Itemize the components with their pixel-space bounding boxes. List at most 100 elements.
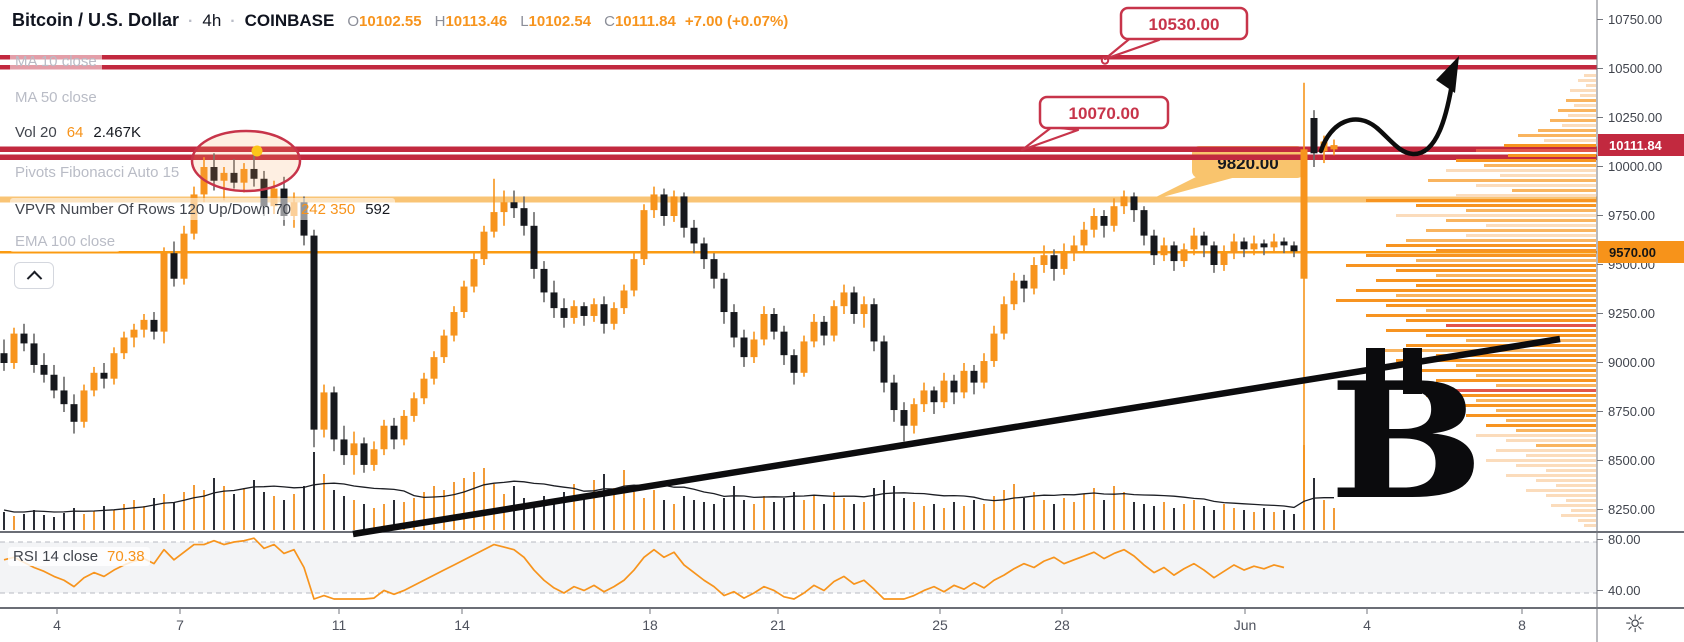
price-tick-label[interactable]: 9250.00	[1597, 306, 1655, 321]
vpvr-bar	[1456, 389, 1596, 392]
volume-bar	[673, 504, 675, 530]
legend-volume[interactable]: Vol 20 64 2.467K	[10, 121, 146, 143]
volume-bar	[733, 486, 735, 530]
poc-price-callout[interactable]: 9820.00	[1148, 146, 1304, 201]
legend-volume-value: 64	[66, 123, 84, 141]
volume-bar	[1333, 508, 1335, 530]
candle-body	[1120, 196, 1128, 207]
projection-arrow-head	[1436, 56, 1459, 93]
volume-bar	[303, 486, 305, 530]
rsi-legend-title[interactable]: RSI 14 close	[13, 548, 99, 565]
time-tick-label[interactable]: 28	[1054, 617, 1070, 633]
last-price-badge[interactable]: 10111.84	[1598, 134, 1684, 156]
candle-body	[260, 178, 268, 207]
candle-body	[830, 306, 838, 336]
candle-body	[1070, 245, 1078, 254]
vpvr-bar	[1396, 294, 1596, 297]
time-tick-label[interactable]: 14	[454, 617, 470, 633]
legend-ma50[interactable]: MA 50 close	[10, 86, 102, 108]
time-tick-label[interactable]: 4	[53, 617, 61, 633]
price-tick-label[interactable]: 8750.00	[1597, 404, 1655, 419]
price-tick-label[interactable]: 8500.00	[1597, 453, 1655, 468]
volume-bar	[143, 506, 145, 530]
candle-body	[1260, 243, 1268, 248]
mid-callout-box[interactable]	[1038, 95, 1170, 130]
exchange-label[interactable]: COINBASE	[244, 11, 335, 30]
legend-ema100-label[interactable]: EMA 100 close	[15, 232, 116, 250]
upper-callout-box[interactable]	[1119, 6, 1249, 41]
volume-bar	[983, 504, 985, 530]
price-tick-label[interactable]: 9000.00	[1597, 355, 1655, 370]
volume-bar	[323, 474, 325, 530]
vpvr-bar	[1386, 244, 1596, 247]
candle-body	[1060, 253, 1068, 269]
ema-value-badge[interactable]: 9570.00	[1598, 241, 1684, 263]
vpvr-bar	[1570, 89, 1596, 92]
time-tick-label[interactable]: 21	[770, 617, 786, 633]
volume-bar	[813, 496, 815, 530]
price-tick-label[interactable]: 10000.00	[1597, 159, 1662, 174]
legend-pivots[interactable]: Pivots Fibonacci Auto 15	[10, 161, 185, 183]
vpvr-bar	[1506, 474, 1596, 477]
rsi-tick-label[interactable]: 80.00	[1597, 532, 1641, 547]
collapse-indicators-button[interactable]	[14, 262, 54, 289]
volume-bar	[483, 468, 485, 530]
candle-body	[620, 290, 628, 309]
legend-volume-label[interactable]: Vol 20	[15, 123, 57, 141]
rsi-legend[interactable]: RSI 14 close 70.38	[8, 547, 150, 566]
volume-bar	[223, 486, 225, 530]
ohlc-open: O10102.55	[347, 13, 422, 30]
vpvr-bar	[1580, 94, 1596, 97]
vpvr-bar	[1506, 439, 1596, 442]
rsi-tick-label[interactable]: 40.00	[1597, 583, 1641, 598]
time-tick-label[interactable]: 25	[932, 617, 948, 633]
candle-body	[910, 404, 918, 426]
candle-body	[1080, 229, 1088, 246]
legend-vpvr[interactable]: VPVR Number Of Rows 120 Up/Down 70 242 3…	[10, 198, 396, 220]
price-tick-label[interactable]: 9750.00	[1597, 208, 1655, 223]
vpvr-bar	[1500, 174, 1596, 177]
volume-bar	[123, 504, 125, 530]
candle-body	[850, 292, 858, 314]
symbol-name[interactable]: Bitcoin / U.S. Dollar	[12, 10, 180, 30]
price-tick-label[interactable]: 10500.00	[1597, 61, 1662, 76]
candle-body	[1130, 196, 1138, 211]
time-tick-label[interactable]: 8	[1518, 617, 1526, 633]
ohlc-low: L10102.54	[520, 13, 592, 30]
price-tick-label[interactable]: 10250.00	[1597, 110, 1662, 125]
volume-bar	[133, 500, 135, 530]
legend-vpvr-label[interactable]: VPVR Number Of Rows 120 Up/Down 70	[15, 200, 291, 218]
vpvr-bar	[1456, 194, 1596, 197]
symbol-header[interactable]: Bitcoin / U.S. Dollar · 4h · COINBASE O1…	[12, 10, 788, 31]
time-tick-label[interactable]: 18	[642, 617, 658, 633]
vpvr-bar	[1446, 404, 1596, 407]
time-tick-label[interactable]: Jun	[1233, 617, 1257, 633]
candle-body	[1050, 255, 1058, 269]
price-tick-label[interactable]: 8250.00	[1597, 502, 1655, 517]
legend-ema100[interactable]: EMA 100 close	[10, 230, 121, 252]
price-tick-label[interactable]: 10750.00	[1597, 12, 1662, 27]
vpvr-bar	[1396, 269, 1596, 272]
legend-ma50-label[interactable]: MA 50 close	[15, 88, 97, 106]
time-tick-label[interactable]: 4	[1363, 617, 1371, 633]
candle-body	[1010, 280, 1018, 305]
legend-ma10-label[interactable]: MA 10 close	[15, 52, 97, 70]
volume-bar	[663, 500, 665, 530]
volume-bar	[963, 506, 965, 530]
vpvr-bar	[1396, 214, 1596, 217]
interval-label[interactable]: 4h	[202, 11, 222, 30]
price-callouts[interactable]: 10530.00 10070.00	[1020, 6, 1249, 152]
legend-ma10[interactable]: MA 10 close	[10, 50, 102, 72]
vpvr-bar	[1456, 159, 1596, 162]
vpvr-bar	[1506, 419, 1596, 422]
time-tick-label[interactable]: 7	[176, 617, 184, 633]
volume-bar	[573, 484, 575, 530]
candle-body	[700, 243, 708, 260]
vpvr-bar	[1466, 209, 1596, 212]
legend-pivots-label[interactable]: Pivots Fibonacci Auto 15	[15, 163, 180, 181]
time-tick-label[interactable]: 11	[331, 617, 347, 633]
gear-icon[interactable]: ☼	[1624, 610, 1646, 638]
upper-resistance-band	[0, 55, 1597, 60]
candle-body	[880, 341, 888, 383]
